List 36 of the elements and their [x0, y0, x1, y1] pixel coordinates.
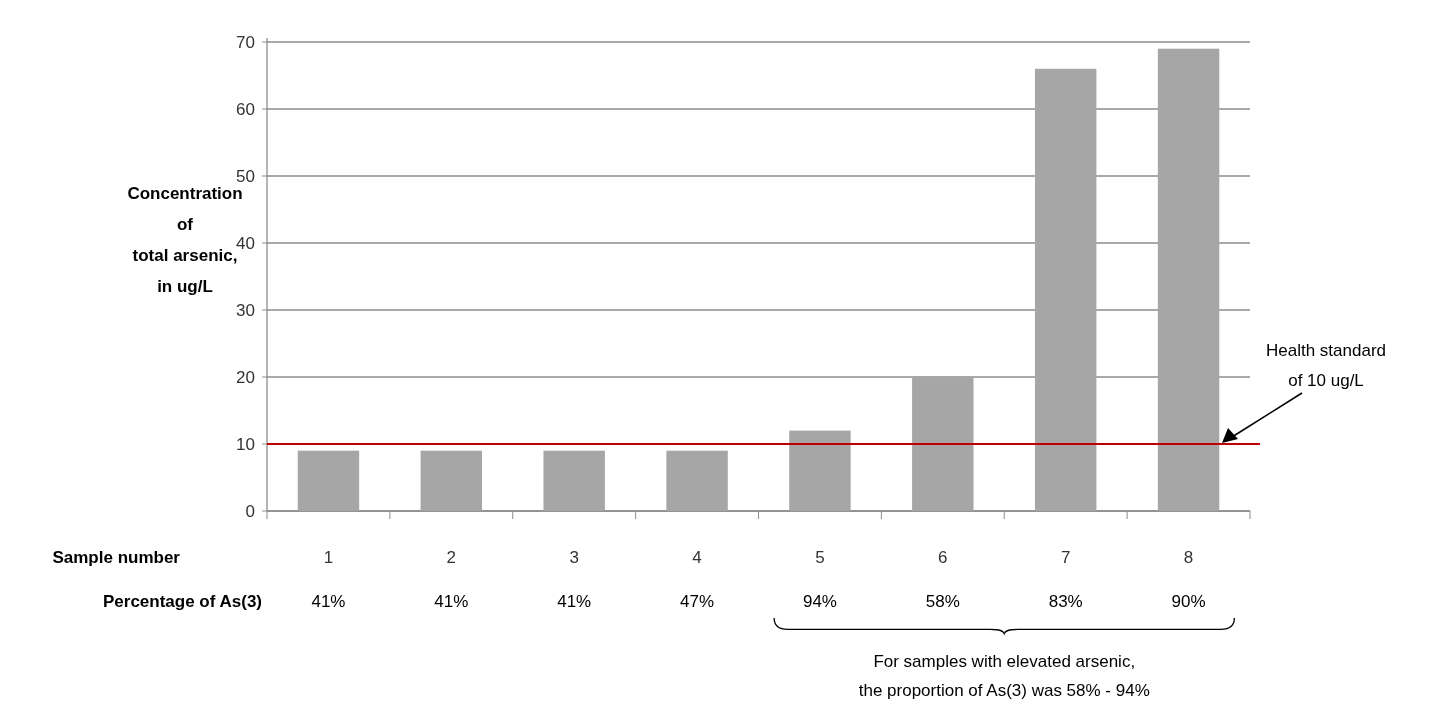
- y-tick-label: 10: [236, 434, 255, 454]
- text: 58%: [925, 592, 960, 611]
- text: 41%: [434, 592, 469, 611]
- y-tick-label: 60: [236, 99, 255, 119]
- bar: [1157, 48, 1220, 511]
- y-tick-label: 30: [236, 300, 255, 320]
- x-tick-label: 7: [1060, 548, 1071, 567]
- bar: [912, 377, 974, 511]
- bar: [420, 450, 483, 511]
- x-tick-label: 5: [815, 548, 825, 567]
- y-tick-label: 40: [236, 233, 255, 253]
- x-axis-title: Sample number: [52, 548, 181, 567]
- text: For samples with elevated arsenic, the proportion of As(3) was 58% - 94%: [858, 652, 1150, 700]
- y-tick-label: 20: [236, 367, 255, 387]
- text: 41%: [557, 592, 592, 611]
- bar: [1034, 68, 1097, 511]
- bar: [789, 430, 851, 511]
- text: 41%: [311, 592, 346, 611]
- ref-line-label: Health standard of 10 ug/L: [1265, 341, 1387, 390]
- y-tick-label: 0: [245, 501, 255, 521]
- text: 83%: [1048, 592, 1083, 611]
- y-tick-label: 70: [236, 32, 255, 52]
- y-tick-label: 50: [236, 166, 255, 186]
- text: 90%: [1171, 592, 1206, 611]
- text: 94%: [802, 592, 837, 611]
- x-tick-label: 6: [938, 548, 948, 567]
- x-tick-label: 2: [446, 548, 457, 567]
- text: Percentage of As(3): [102, 592, 262, 611]
- x-tick-label: 4: [692, 548, 702, 567]
- x-tick-label: 8: [1183, 548, 1194, 567]
- bar: [297, 450, 360, 511]
- bar: [543, 450, 605, 511]
- bar: [666, 450, 728, 511]
- x-tick-label: 3: [569, 548, 579, 567]
- x-tick-label: 1: [323, 548, 334, 567]
- text: 47%: [680, 592, 715, 611]
